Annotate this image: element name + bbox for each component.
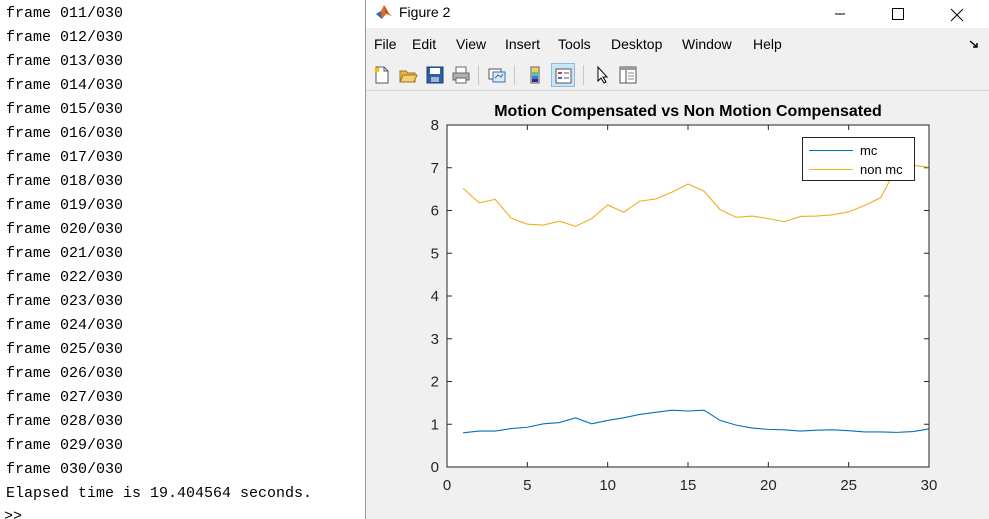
y-tick-label: 1 <box>431 416 439 433</box>
menu-bar: File Edit View Insert Tools Desktop Wind… <box>366 33 989 55</box>
menu-edit[interactable]: Edit <box>412 36 437 52</box>
series-line-mc <box>463 409 930 434</box>
menu-desktop[interactable]: Desktop <box>611 36 663 52</box>
toolbar-separator <box>583 65 584 85</box>
console-line: frame 020/030 <box>6 221 124 238</box>
menu-tools[interactable]: Tools <box>558 36 591 52</box>
dock-figure-icon[interactable] <box>968 37 980 52</box>
legend-swatch-non-mc <box>809 169 853 170</box>
legend-label-mc: mc <box>860 143 878 158</box>
x-tick-label: 20 <box>760 477 777 494</box>
legend-entry-non-mc: non mc <box>803 161 916 179</box>
line-chart[interactable]: 0 5 10 15 20 25 30 0 1 2 3 4 5 6 7 8 Motion Compensated … <box>366 91 989 519</box>
y-tick-label: 8 <box>431 117 439 134</box>
x-tick-label: 10 <box>599 477 616 494</box>
chart-legend[interactable]: mc non mc <box>802 137 915 181</box>
legend-entry-mc: mc <box>803 142 916 160</box>
console-line: frame 015/030 <box>6 101 124 118</box>
console-line: frame 011/030 <box>6 5 124 22</box>
console-line: frame 028/030 <box>6 413 124 430</box>
console-line: frame 023/030 <box>6 293 124 310</box>
console-line: frame 019/030 <box>6 197 124 214</box>
y-tick-label: 6 <box>431 203 439 220</box>
y-tick-label: 0 <box>431 459 439 476</box>
console-line: frame 030/030 <box>6 461 124 478</box>
open-file-icon[interactable] <box>396 63 420 87</box>
minimize-button[interactable] <box>817 0 863 28</box>
console-line: frame 017/030 <box>6 149 124 166</box>
toolbar-separator <box>478 65 479 85</box>
y-tick-label: 5 <box>431 245 439 262</box>
console-status-line: Elapsed time is 19.404564 seconds. <box>6 485 313 502</box>
console-line: frame 024/030 <box>6 317 124 334</box>
console-line: frame 026/030 <box>6 365 124 382</box>
command-window[interactable]: frame 011/030 frame 012/030 frame 013/030 f… <box>0 0 366 519</box>
series-line-non-mc <box>462 164 930 227</box>
console-line: frame 029/030 <box>6 437 124 454</box>
console-line: frame 022/030 <box>6 269 124 286</box>
x-tick-label: 30 <box>921 477 938 494</box>
menu-window[interactable]: Window <box>682 36 732 52</box>
axes-background <box>447 125 929 467</box>
console-prompt[interactable]: >> <box>4 508 23 519</box>
chart-title: Motion Compensated vs Non Motion Compens… <box>494 103 882 120</box>
y-tick-label: 3 <box>431 331 439 348</box>
legend-swatch-mc <box>809 150 853 151</box>
print-icon[interactable] <box>449 63 473 87</box>
y-tick-label: 2 <box>431 374 439 391</box>
console-line: frame 018/030 <box>6 173 124 190</box>
close-button[interactable] <box>933 0 979 28</box>
colorbar-icon[interactable] <box>523 63 547 87</box>
save-icon[interactable] <box>423 63 447 87</box>
y-tick-label: 7 <box>431 160 439 177</box>
menu-file[interactable]: File <box>374 36 397 52</box>
legend-label-non-mc: non mc <box>860 162 903 177</box>
x-tick-label: 15 <box>680 477 697 494</box>
title-bar[interactable]: Figure 2 <box>366 0 989 28</box>
legend-icon[interactable] <box>551 63 575 87</box>
property-inspector-icon[interactable] <box>616 63 640 87</box>
new-figure-icon[interactable] <box>370 63 394 87</box>
link-plot-icon[interactable] <box>485 63 509 87</box>
console-line: frame 025/030 <box>6 341 124 358</box>
console-line: frame 013/030 <box>6 53 124 70</box>
figure-toolbar <box>366 60 989 91</box>
console-line: frame 027/030 <box>6 389 124 406</box>
pointer-icon[interactable] <box>590 63 614 87</box>
y-tick-label: 4 <box>431 288 439 305</box>
x-tick-label: 0 <box>443 477 451 494</box>
console-line: frame 014/030 <box>6 77 124 94</box>
menu-help[interactable]: Help <box>753 36 782 52</box>
maximize-button[interactable] <box>875 0 921 28</box>
window-title: Figure 2 <box>399 4 451 20</box>
console-line: frame 021/030 <box>6 245 124 262</box>
console-line: frame 012/030 <box>6 29 124 46</box>
axes-box <box>446 124 930 468</box>
x-tick-label: 25 <box>840 477 857 494</box>
matlab-icon <box>375 3 393 21</box>
x-tick-label: 5 <box>523 477 531 494</box>
menu-insert[interactable]: Insert <box>505 36 541 52</box>
console-line: frame 016/030 <box>6 125 124 142</box>
figure-window[interactable]: Figure 2 File Edit View Insert Tools Des… <box>365 0 989 519</box>
menu-view[interactable]: View <box>456 36 487 52</box>
plot-area: 0 5 10 15 20 25 30 0 1 2 3 4 5 6 7 8 Motion Compensated … <box>366 91 989 519</box>
toolbar-separator <box>514 65 515 85</box>
